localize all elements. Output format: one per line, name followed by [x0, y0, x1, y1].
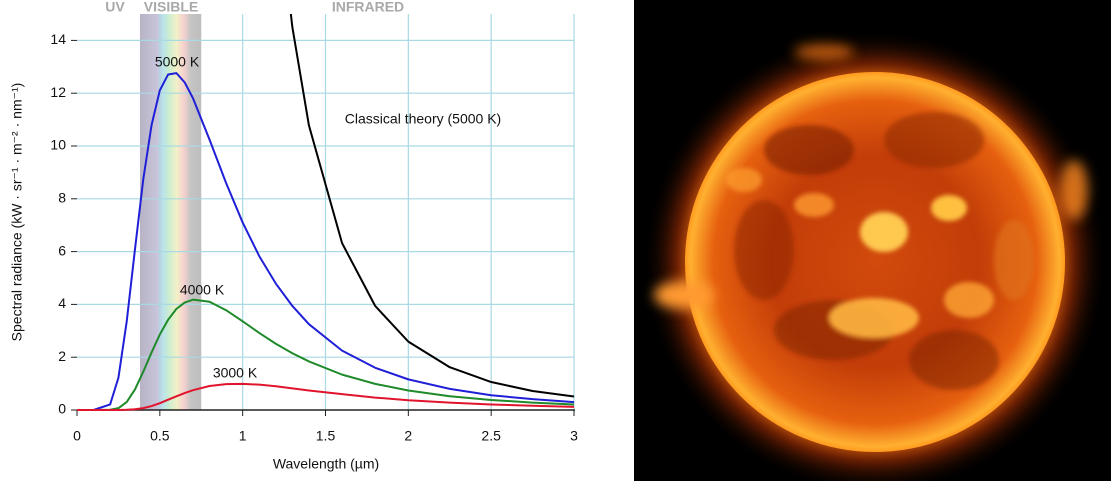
- plot-background: [139, 14, 202, 410]
- x-tick-label: 3: [570, 428, 578, 444]
- prominences: [654, 44, 1088, 309]
- series-line: [289, 14, 575, 398]
- series-label: 3000 K: [213, 365, 258, 381]
- series-label: 5000 K: [155, 54, 200, 70]
- band-label: VISIBLE: [144, 0, 198, 15]
- y-tick-label: 12: [50, 84, 66, 100]
- sun-photo: [634, 0, 1111, 481]
- lines: [77, 14, 575, 411]
- x-tick-label: 1.5: [316, 428, 336, 444]
- visible-band: [139, 14, 202, 410]
- series-label: 4000 K: [180, 282, 225, 298]
- x-axis-title: Wavelength (µm): [273, 456, 379, 472]
- chart: UV VISIBLE INFRARED 0 2 4 6 8 10 12 14 0 0.5 1 1.5 2 2.5…: [9, 0, 578, 472]
- y-tick-label: 0: [58, 401, 66, 417]
- x-tick-label: 2: [404, 428, 412, 444]
- labels: UV VISIBLE INFRARED 0 2 4 6 8 10 12 14 0 0.5 1 1.5 2 2.5…: [50, 0, 578, 444]
- y-tick-label: 2: [58, 348, 66, 364]
- series-line: [77, 72, 575, 411]
- band-label: INFRARED: [332, 0, 404, 15]
- x-tick-label: 2.5: [481, 428, 501, 444]
- y-axis-title: Spectral radiance (kW · sr⁻¹ · m⁻² · nm⁻…: [9, 83, 25, 342]
- grid: [71, 14, 575, 416]
- y-tick-label: 10: [50, 137, 66, 153]
- sun-texture: [726, 112, 1034, 390]
- series-line: [77, 298, 575, 411]
- series-line: [77, 382, 575, 411]
- x-tick-label: 0: [73, 428, 81, 444]
- series-label: Classical theory (5000 K): [345, 111, 501, 127]
- y-tick-label: 14: [50, 31, 66, 47]
- y-tick-label: 8: [58, 190, 66, 206]
- y-tick-label: 4: [58, 295, 66, 311]
- x-tick-label: 0.5: [150, 428, 170, 444]
- y-tick-label: 6: [58, 242, 66, 258]
- x-tick-label: 1: [239, 428, 247, 444]
- band-label: UV: [105, 0, 125, 15]
